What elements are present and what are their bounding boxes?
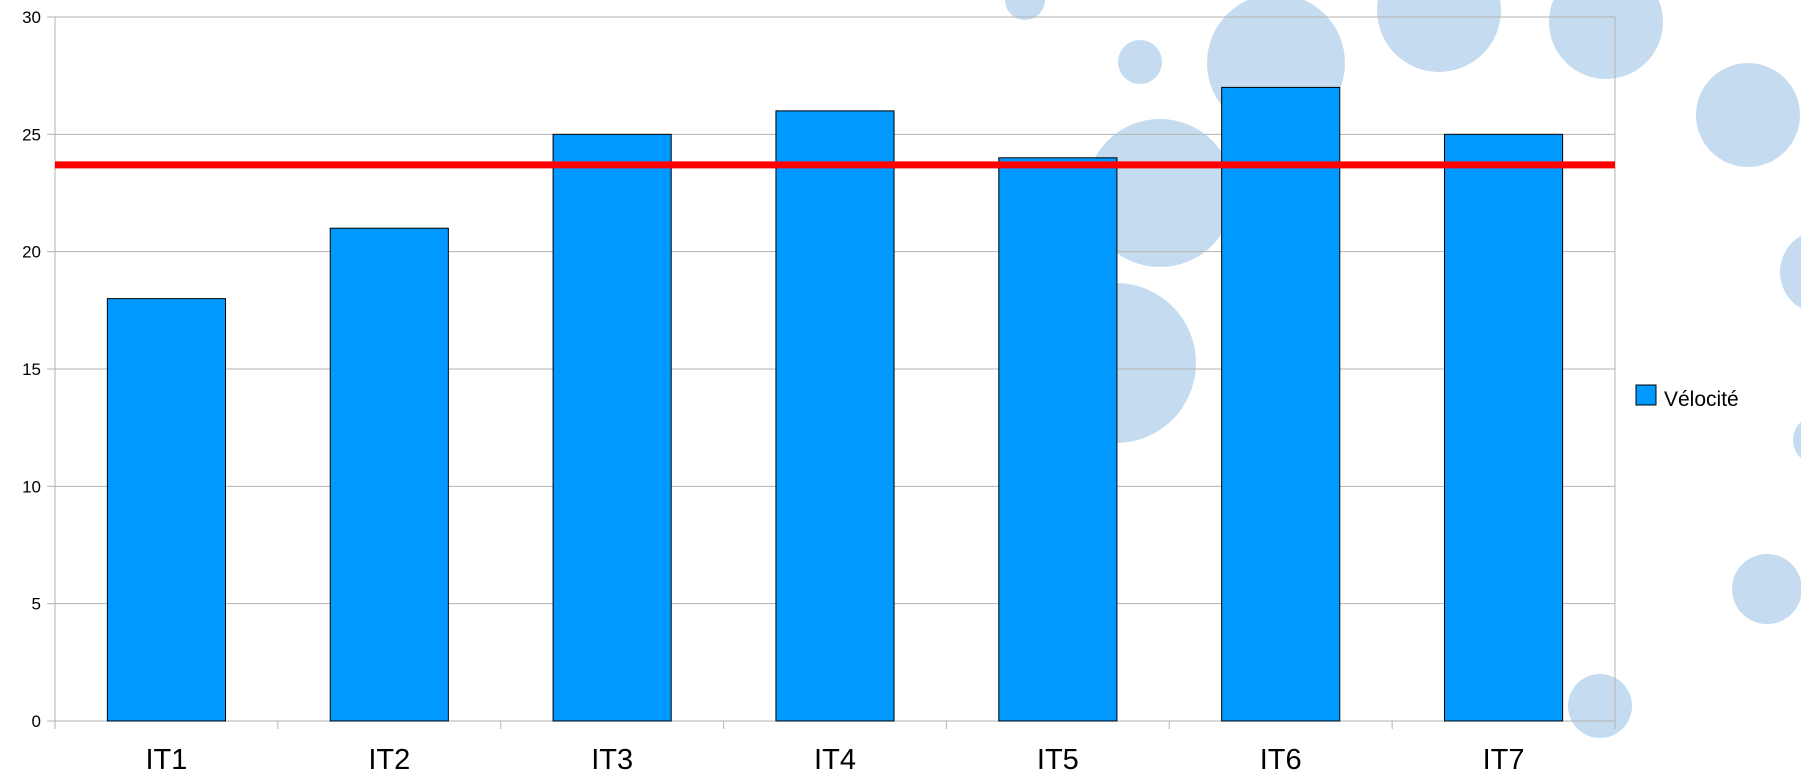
y-tick-label: 30: [22, 8, 41, 27]
x-category-label: IT4: [814, 744, 856, 773]
bar-it3: [552, 133, 672, 722]
background-bubble: [1732, 554, 1801, 624]
bar-it6: [1221, 86, 1341, 722]
legend-label-velocite: Vélocité: [1664, 388, 1739, 411]
y-tick-label: 15: [22, 360, 41, 379]
background-bubble: [1118, 40, 1162, 84]
y-tick-label: 0: [32, 712, 41, 731]
x-category-label: IT2: [368, 744, 410, 773]
x-category-label: IT1: [145, 744, 187, 773]
background-bubble: [1377, 0, 1501, 72]
background-bubble: [1793, 421, 1801, 459]
x-axis-category-labels: IT1 IT2 IT3 IT4 IT5 IT6 IT7: [145, 744, 1524, 773]
x-category-label: IT6: [1260, 744, 1302, 773]
bar-it7: [1444, 133, 1564, 722]
background-bubble: [1568, 674, 1632, 738]
background-bubble: [1696, 63, 1800, 167]
background-bubble: [1086, 119, 1234, 267]
legend: Vélocité: [1635, 384, 1739, 411]
x-category-label: IT5: [1037, 744, 1079, 773]
bar-it5: [998, 157, 1118, 722]
legend-swatch-velocite: [1635, 384, 1657, 406]
background-bubble: [1005, 0, 1045, 20]
bar-it1: [106, 298, 226, 722]
x-category-label: IT3: [591, 744, 633, 773]
bar-it2: [329, 227, 449, 722]
y-axis-tick-labels: 0 5 10 15 20 25 30: [22, 8, 41, 731]
bar-it4: [775, 110, 895, 722]
background-bubble: [1549, 0, 1663, 79]
y-tick-label: 5: [32, 595, 41, 614]
y-tick-label: 10: [22, 477, 41, 496]
background-bubble: [1780, 235, 1801, 309]
x-category-label: IT7: [1483, 744, 1525, 773]
y-tick-label: 25: [22, 125, 41, 144]
y-tick-label: 20: [22, 243, 41, 262]
bar-series-velocite: [106, 86, 1564, 722]
